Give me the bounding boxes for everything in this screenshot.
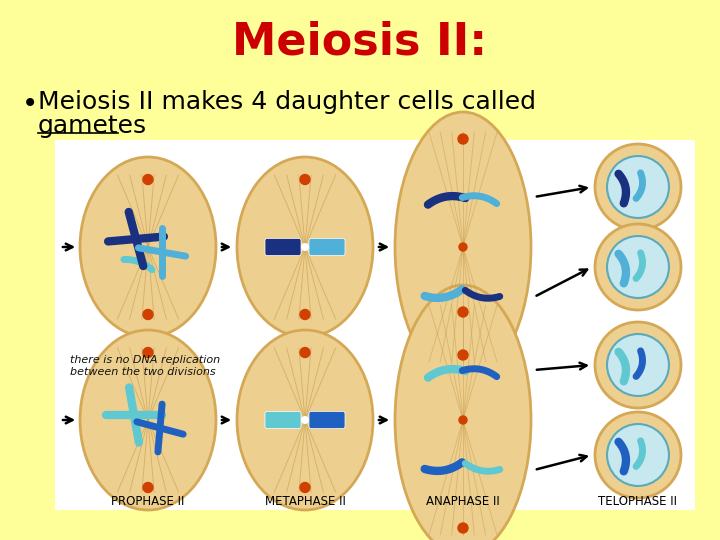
Text: ANAPHASE II: ANAPHASE II <box>426 495 500 508</box>
Ellipse shape <box>395 112 531 382</box>
Circle shape <box>595 224 681 310</box>
Text: METAPHASE II: METAPHASE II <box>264 495 346 508</box>
Text: Meiosis II:: Meiosis II: <box>233 21 487 64</box>
Ellipse shape <box>80 157 216 337</box>
Ellipse shape <box>237 330 373 510</box>
Circle shape <box>607 156 669 218</box>
FancyBboxPatch shape <box>309 239 345 255</box>
FancyBboxPatch shape <box>265 239 301 255</box>
Circle shape <box>458 350 468 360</box>
Circle shape <box>300 348 310 357</box>
Circle shape <box>595 322 681 408</box>
FancyBboxPatch shape <box>265 411 301 429</box>
Circle shape <box>595 412 681 498</box>
Circle shape <box>458 307 468 317</box>
Bar <box>55 140 695 510</box>
Circle shape <box>458 523 468 533</box>
Text: Meiosis II makes 4 daughter cells called: Meiosis II makes 4 daughter cells called <box>38 90 536 114</box>
Circle shape <box>595 144 681 230</box>
Circle shape <box>301 243 309 251</box>
Text: gametes: gametes <box>38 114 147 138</box>
Circle shape <box>143 348 153 357</box>
Circle shape <box>458 134 468 144</box>
Circle shape <box>143 309 153 320</box>
Circle shape <box>607 334 669 396</box>
Circle shape <box>300 309 310 320</box>
Circle shape <box>607 236 669 298</box>
Circle shape <box>459 243 467 251</box>
Circle shape <box>459 416 467 424</box>
Ellipse shape <box>237 157 373 337</box>
Text: •: • <box>22 90 38 118</box>
Circle shape <box>143 174 153 185</box>
Text: TELOPHASE II: TELOPHASE II <box>598 495 678 508</box>
Circle shape <box>607 424 669 486</box>
Text: PROPHASE II: PROPHASE II <box>112 495 185 508</box>
Circle shape <box>143 483 153 492</box>
Text: there is no DNA replication
between the two divisions: there is no DNA replication between the … <box>70 355 220 376</box>
Ellipse shape <box>395 285 531 540</box>
Circle shape <box>300 483 310 492</box>
Ellipse shape <box>80 330 216 510</box>
Circle shape <box>301 416 309 424</box>
Circle shape <box>300 174 310 185</box>
FancyBboxPatch shape <box>309 411 345 429</box>
